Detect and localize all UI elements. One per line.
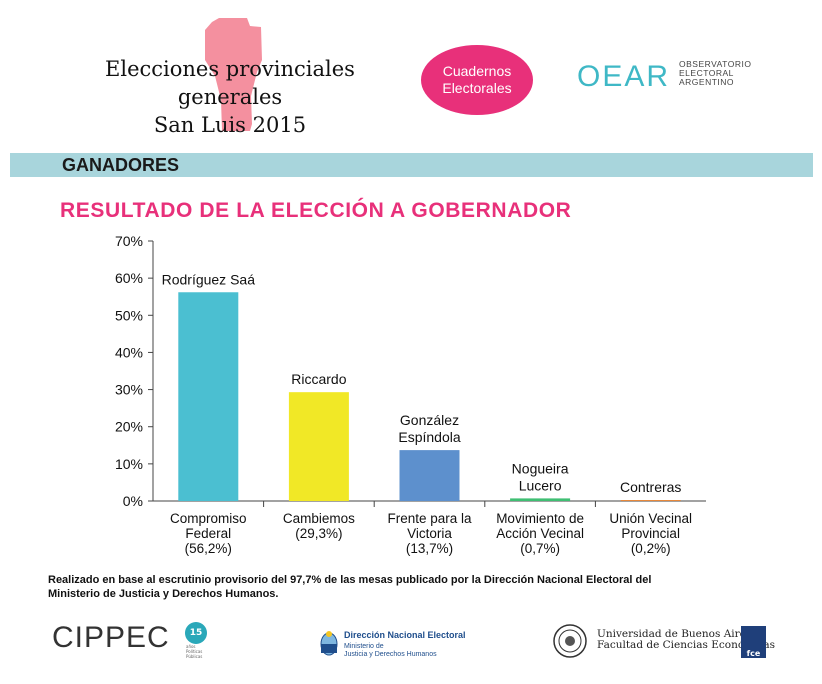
chart-title: RESULTADO DE LA ELECCIÓN A GOBERNADOR <box>60 199 572 222</box>
badge-line-2: Electorales <box>442 80 512 96</box>
oear-line-3: ARGENTINO <box>679 77 735 87</box>
uba-seal-icon <box>553 624 587 658</box>
source-note: Realizado en base al escrutinio provisor… <box>48 573 788 601</box>
candidate-label: Nogueira <box>512 460 569 476</box>
dne-title: Dirección Nacional Electoral <box>344 630 466 640</box>
cippec-sub-3: Públicas <box>186 654 203 659</box>
band-label: GANADORES <box>62 155 180 175</box>
category-label: Movimiento de <box>496 511 584 526</box>
title-line-1: Elecciones provinciales generales <box>105 57 355 109</box>
badge-line-1: Cuadernos <box>442 63 512 79</box>
note-line-2: Ministerio de Justicia y Derechos Humano… <box>48 588 279 600</box>
oear-line-1: OBSERVATORIO <box>679 59 752 69</box>
category-label: (0,7%) <box>520 541 560 556</box>
category-label: Unión Vecinal <box>609 511 692 526</box>
candidate-label: Lucero <box>519 477 562 493</box>
dne-sub-1: Ministerio de <box>344 643 384 650</box>
y-tick-label: 0% <box>123 493 143 509</box>
bar <box>178 292 239 501</box>
y-tick-label: 40% <box>115 344 143 360</box>
category-label: (56,2%) <box>185 541 232 556</box>
argentina-emblem-icon <box>320 631 338 656</box>
cuadernos-electorales-badge: Cuadernos Electorales <box>421 45 533 115</box>
y-tick-label: 70% <box>115 233 143 249</box>
candidate-label: Contreras <box>620 479 681 495</box>
oear-line-2: ELECTORAL <box>679 68 734 78</box>
header: Elecciones provinciales generales San Lu… <box>0 0 822 150</box>
fce-logo: fce <box>741 626 766 658</box>
note-line-1: Realizado en base al escrutinio provisor… <box>48 574 652 586</box>
category-label: Provincial <box>621 526 680 541</box>
page-title: Elecciones provinciales generales San Lu… <box>50 55 410 139</box>
candidate-label: Rodríguez Saá <box>162 271 256 287</box>
uba-text: Universidad de Buenos Aires Facultad de … <box>597 629 775 651</box>
cippec-sub-1: años <box>186 644 196 649</box>
bar <box>510 498 571 501</box>
candidate-label: Espíndola <box>398 429 460 445</box>
category-label: Victoria <box>407 526 452 541</box>
candidate-label: González <box>400 412 459 428</box>
category-label: Frente para la <box>387 511 472 526</box>
y-tick-label: 60% <box>115 270 143 286</box>
category-label: Cambiemos <box>283 511 355 526</box>
cippec-anniversary-badge: 15 <box>185 622 207 644</box>
candidate-label: Riccardo <box>291 371 346 387</box>
oear-logo: OEAR <box>577 60 670 92</box>
category-label: (0,2%) <box>631 541 671 556</box>
dne-subtitle: Ministerio de Justicia y Derechos Humano… <box>344 643 437 659</box>
cippec-logo: CIPPEC <box>52 621 170 654</box>
oear-logo-text: OEAR <box>577 60 670 92</box>
ganadores-band: GANADORES <box>10 153 813 177</box>
bar <box>288 392 349 501</box>
bar-chart: 0% 10% 20% 30% 40% 50% 60% 70% Rodríguez Saá Comp… <box>115 233 706 556</box>
cippec-subtitle: años Políticas Públicas <box>186 644 202 659</box>
y-tick-label: 20% <box>115 419 143 435</box>
dne-sub-2: Justicia y Derechos Humanos <box>344 651 437 658</box>
san-luis-province-shape <box>205 18 262 131</box>
y-tick-label: 50% <box>115 307 143 323</box>
uba-line-2: Facultad de Ciencias Económicas <box>597 639 776 651</box>
cippec-sub-2: Políticas <box>186 649 203 654</box>
y-tick-label: 10% <box>115 456 143 472</box>
category-label: Federal <box>185 526 231 541</box>
uba-line-1: Universidad de Buenos Aires <box>597 628 752 640</box>
category-label: (29,3%) <box>295 526 342 541</box>
title-line-2: San Luis 2015 <box>153 113 307 137</box>
category-label: Compromiso <box>170 511 247 526</box>
category-label: (13,7%) <box>406 541 453 556</box>
bar <box>399 450 460 501</box>
category-label: Acción Vecinal <box>496 526 584 541</box>
bar <box>620 500 681 501</box>
oear-subtitle: OBSERVATORIO ELECTORAL ARGENTINO <box>679 60 751 87</box>
y-tick-label: 30% <box>115 382 143 398</box>
